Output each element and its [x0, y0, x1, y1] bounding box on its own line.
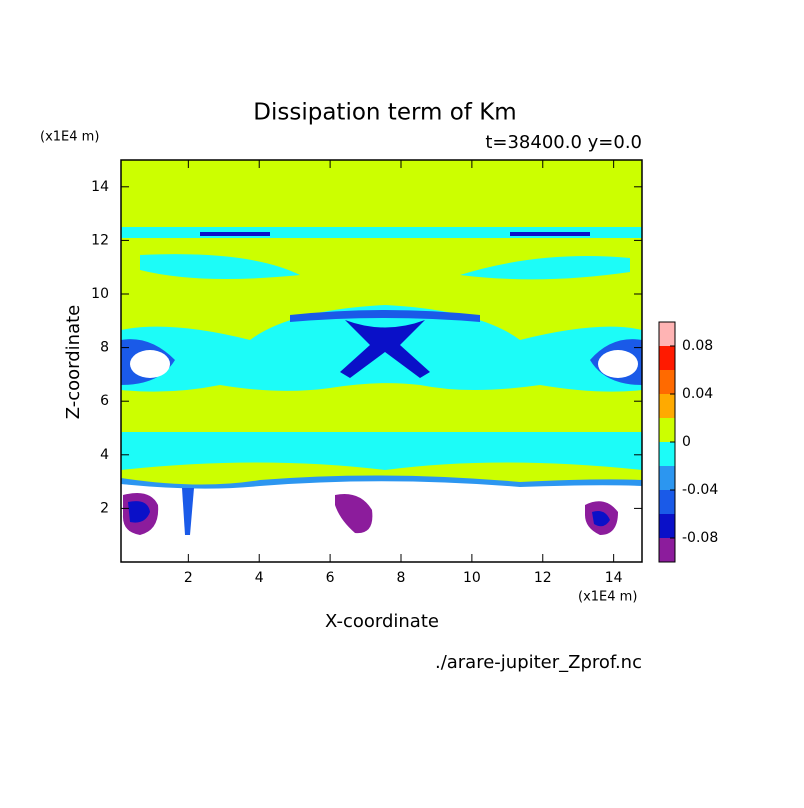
colorbar-band	[659, 394, 675, 418]
colorbar-band	[659, 322, 675, 346]
contour-field	[121, 160, 642, 562]
colorbar-tick-label: -0.08	[682, 530, 718, 546]
plot-frame	[120, 159, 643, 563]
x-tick-label: 8	[397, 570, 406, 586]
y-tick-label: 8	[100, 340, 109, 356]
source-label: ./arare-jupiter_Zprof.nc	[435, 652, 642, 673]
x-tick-label: 6	[326, 570, 335, 586]
y-tick-label: 2	[100, 500, 109, 516]
y-tick-label: 4	[100, 447, 109, 463]
x-axis-label: X-coordinate	[325, 611, 439, 632]
y-tick-label: 12	[91, 232, 109, 248]
colorbar-band	[659, 538, 675, 562]
colorbar-band	[659, 370, 675, 394]
colorbar-tick-label: 0.04	[682, 386, 713, 402]
x-unit: (x1E4 m)	[578, 590, 637, 605]
x-tick-label: 2	[184, 570, 193, 586]
colorbar-band	[659, 490, 675, 514]
x-tick-label: 4	[255, 570, 264, 586]
colorbar-tick-label: 0.08	[682, 338, 713, 354]
chart-subtitle: t=38400.0 y=0.0	[485, 132, 642, 153]
colorbar-band	[659, 346, 675, 370]
x-tick-label: 10	[463, 570, 481, 586]
chart-title: Dissipation term of Km	[253, 100, 516, 126]
y-unit: (x1E4 m)	[40, 130, 99, 145]
y-tick-label: 10	[91, 286, 109, 302]
y-axis-label: Z-coordinate	[63, 305, 84, 420]
colorbar-tick-label: -0.04	[682, 482, 718, 498]
y-tick-label: 14	[91, 179, 109, 195]
colorbar-band	[659, 418, 675, 442]
colorbar-band	[659, 514, 675, 538]
colorbar-band	[659, 442, 675, 466]
colorbar-tick-label: 0	[682, 434, 691, 450]
colorbar-band	[659, 466, 675, 490]
x-tick-label: 12	[534, 570, 552, 586]
y-tick-label: 6	[100, 393, 109, 409]
x-tick-label: 14	[605, 570, 623, 586]
